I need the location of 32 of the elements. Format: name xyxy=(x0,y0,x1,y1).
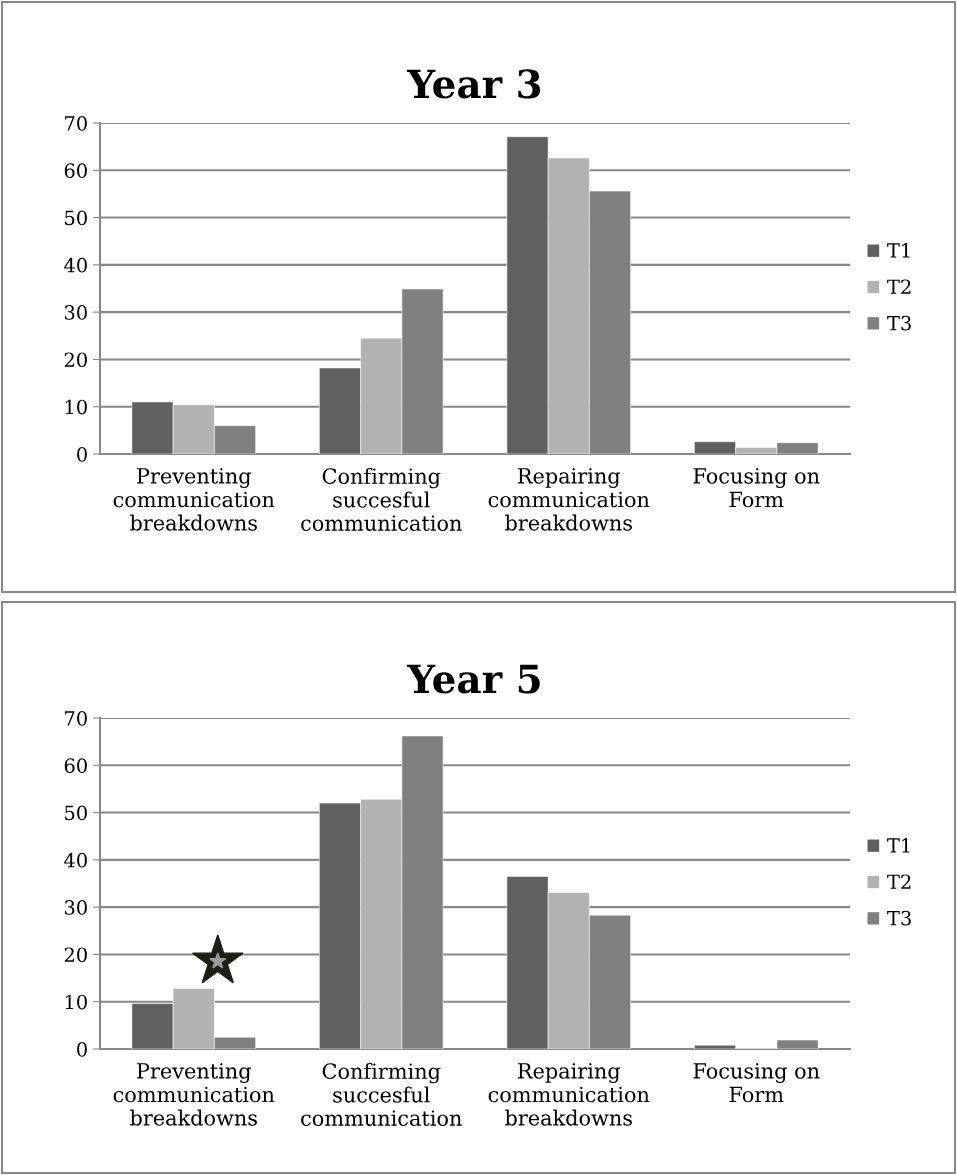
y-tick-label: 30 xyxy=(64,305,87,320)
y-tick-label: 30 xyxy=(64,900,87,915)
y-tick-label: 0 xyxy=(77,1041,87,1057)
y-tick-label: 50 xyxy=(65,805,87,821)
y-tick-label: 20 xyxy=(64,947,87,963)
chart-title: Year 5 xyxy=(406,664,540,694)
legend-label: T3 xyxy=(887,315,911,331)
x-tick-label: Confirming succesful communication xyxy=(301,1062,462,1126)
y-tick-label: 10 xyxy=(65,399,87,415)
legend-label: T2 xyxy=(887,279,911,294)
y-tick-label: 40 xyxy=(64,257,87,273)
y-tick-label: 20 xyxy=(64,352,87,368)
legend-label: T2 xyxy=(887,874,911,889)
legend-label: T1 xyxy=(887,838,910,853)
y-tick-label: 10 xyxy=(65,994,87,1010)
x-tick-label: Focusing on Form xyxy=(693,1063,820,1103)
x-tick-label: Focusing on Form xyxy=(693,468,820,508)
legend-label: T3 xyxy=(887,910,911,926)
x-tick-label: Confirming succesful communication xyxy=(301,467,462,531)
y-tick-label: 60 xyxy=(64,163,87,178)
y-tick-label: 50 xyxy=(65,210,87,226)
x-tick-label: Repairing communication breakdowns xyxy=(488,1063,650,1126)
legend-label: T1 xyxy=(887,243,910,258)
y-tick-label: 60 xyxy=(64,758,87,773)
y-tick-label: 70 xyxy=(65,710,87,726)
x-tick-label: Preventing communication breakdowns xyxy=(113,1063,275,1126)
x-tick-label: Preventing communication breakdowns xyxy=(113,468,275,531)
y-tick-label: 70 xyxy=(65,115,87,131)
chart-title: Year 3 xyxy=(406,69,541,99)
x-tick-label: Repairing communication breakdowns xyxy=(488,468,650,531)
y-tick-label: 40 xyxy=(64,852,87,868)
y-tick-label: 0 xyxy=(77,446,87,462)
